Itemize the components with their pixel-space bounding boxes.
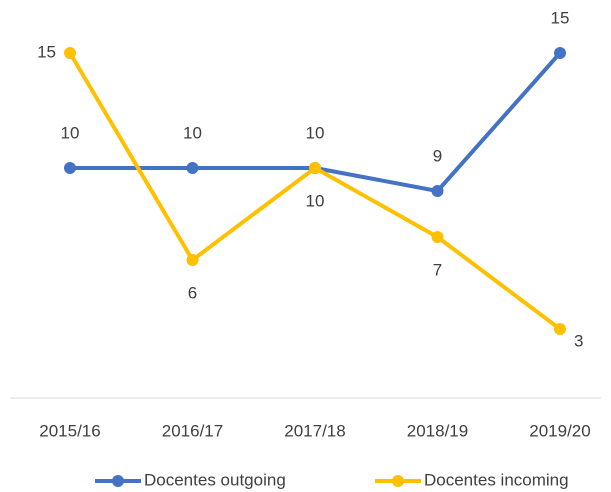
x-tick-label: 2019/20 [529, 421, 590, 440]
data-label: 10 [183, 123, 202, 142]
point [431, 185, 444, 197]
data-label: 7 [433, 260, 442, 279]
data-label: 9 [433, 146, 442, 165]
point [186, 162, 199, 174]
point [64, 162, 76, 174]
point [309, 162, 321, 174]
point [554, 323, 566, 335]
data-label: 15 [37, 42, 56, 61]
x-tick-label: 2015/16 [39, 421, 100, 440]
data-label: 3 [574, 331, 583, 350]
point [64, 47, 76, 59]
legend-label: Docentes incoming [424, 470, 569, 489]
legend-marker [392, 475, 404, 487]
x-tick-label: 2016/17 [162, 421, 223, 440]
legend-label: Docentes outgoing [144, 470, 286, 489]
data-label: 6 [188, 283, 197, 302]
x-tick-label: 2017/18 [284, 421, 345, 440]
point [186, 254, 199, 266]
point [554, 47, 566, 59]
legend-marker [112, 475, 124, 487]
data-label: 10 [306, 191, 325, 210]
data-label: 15 [551, 8, 570, 27]
point [431, 231, 444, 243]
x-tick-label: 2018/19 [407, 421, 468, 440]
data-label: 10 [306, 123, 325, 142]
data-label: 10 [61, 123, 80, 142]
